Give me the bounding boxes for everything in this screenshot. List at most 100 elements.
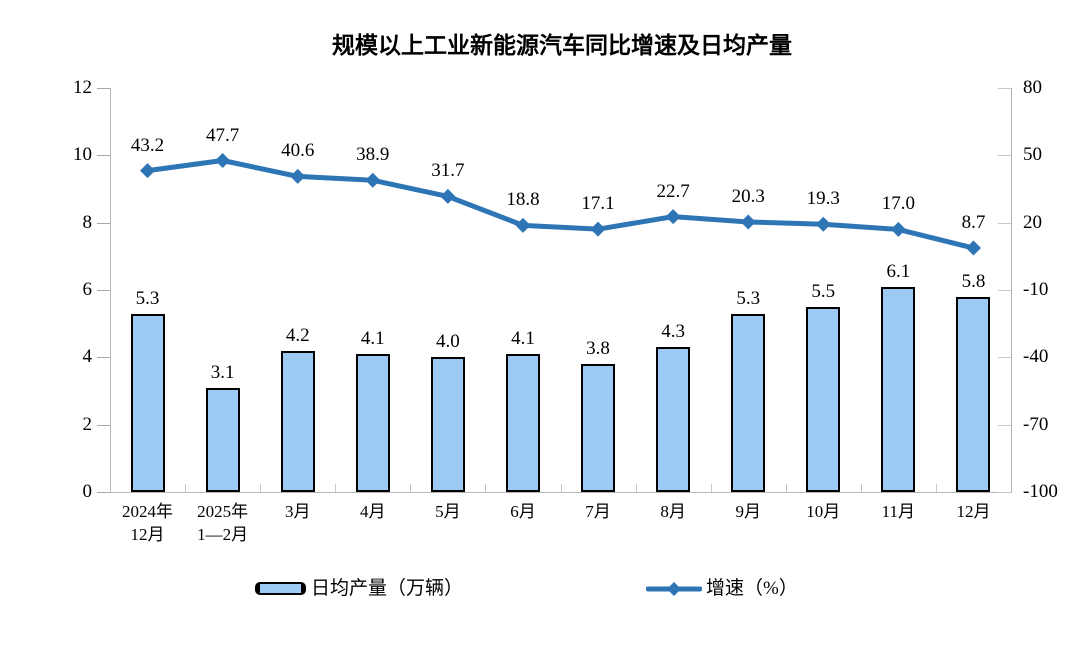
diamond-marker: [365, 172, 381, 188]
x-axis-category-label: 6月: [510, 502, 536, 521]
diamond-marker: [140, 163, 156, 179]
bar-data-label: 4.3: [661, 321, 685, 343]
bar-data-label: 4.1: [360, 327, 385, 349]
left-axis-tick: [97, 424, 110, 426]
category-boundary-tick: [260, 484, 261, 492]
legend-bar-label: 日均产量（万辆）: [311, 578, 464, 599]
left-axis-tick: [97, 290, 110, 291]
right-axis-tick: [998, 357, 1011, 359]
line-data-label: 43.2: [130, 134, 165, 156]
right-axis-tick: [998, 290, 1011, 291]
daily-output-bar: [656, 347, 691, 492]
chart-title: 规模以上工业新能源汽车同比增速及日均产量: [332, 32, 792, 58]
category-boundary-tick: [786, 484, 787, 492]
line-data-label: 40.6: [281, 140, 315, 162]
x-axis-category-label: 5月: [435, 502, 461, 521]
daily-output-bar: [205, 387, 240, 492]
daily-output-bar: [731, 313, 766, 492]
x-axis-category-label: 3月: [284, 502, 311, 521]
bar-data-label: 4.2: [285, 324, 310, 346]
daily-output-bar: [280, 350, 315, 492]
daily-output-bar: [581, 364, 616, 492]
daily-output-bar: [956, 296, 991, 492]
bar-data-label: 4.1: [511, 327, 535, 349]
left-axis-tick: [97, 155, 110, 157]
daily-output-bar: [355, 353, 390, 492]
diamond-marker: [215, 152, 231, 168]
x-axis-category-label: 8月: [660, 502, 686, 521]
bar-data-label: 5.3: [135, 287, 160, 309]
daily-output-bar: [505, 353, 540, 492]
daily-output-bar: [430, 357, 465, 492]
left-axis-tick-label: 10: [73, 144, 92, 166]
bar-data-label: 5.8: [961, 270, 986, 292]
left-axis-tick: [97, 88, 110, 89]
right-axis-line: [1011, 88, 1012, 492]
growth-rate-polyline: [147, 157, 975, 251]
left-axis-tick-label: 0: [82, 481, 93, 502]
category-boundary-tick: [561, 484, 562, 492]
right-axis-tick-label: -70: [1023, 413, 1049, 435]
x-axis-category-label: 9月: [735, 502, 761, 521]
x-axis-category-label: 2024年 12月: [122, 502, 174, 544]
bar-data-label: 3.8: [586, 338, 610, 360]
bar-data-label: 6.1: [886, 260, 911, 282]
diamond-marker: [740, 214, 756, 230]
line-data-label: 18.8: [506, 189, 540, 211]
x-axis-category-label: 4月: [360, 502, 386, 521]
line-data-label: 22.7: [656, 180, 690, 202]
right-axis-tick-label: -100: [1023, 481, 1058, 502]
diamond-marker: [665, 209, 681, 225]
right-axis-tick: [998, 492, 1011, 493]
x-axis-category-label: 12月: [956, 502, 991, 521]
bar-series-swatch: [255, 582, 306, 595]
category-boundary-tick: [636, 484, 637, 492]
diamond-marker: [890, 221, 906, 237]
x-axis-category-label: 10月: [806, 502, 841, 521]
bar-data-label: 4.0: [436, 331, 460, 353]
right-axis-tick: [998, 88, 1011, 89]
left-axis-tick-label: 2: [82, 413, 93, 435]
category-boundary-tick: [185, 484, 186, 492]
left-axis-tick: [97, 357, 110, 359]
left-axis-tick-label: 12: [73, 77, 92, 98]
diamond-marker: [965, 240, 981, 256]
bottom-axis-line: [110, 492, 1012, 493]
right-axis-tick: [998, 222, 1011, 224]
left-axis-tick-label: 8: [82, 211, 93, 233]
category-boundary-tick: [936, 484, 937, 492]
left-axis-line: [110, 88, 111, 492]
category-boundary-tick: [711, 484, 712, 492]
x-axis-category-label: 11月: [881, 502, 916, 521]
line-data-label: 31.7: [431, 160, 465, 182]
bar-data-label: 5.3: [736, 287, 761, 309]
right-axis-tick-label: 80: [1023, 77, 1042, 98]
plot-area: 5.3 3.1 4.2 4.1 4.0 4.1 3.8 4.3 5.3 5.5 6.1 5.8 43.2…: [110, 88, 1011, 492]
category-boundary-tick: [335, 484, 336, 492]
daily-output-bar: [130, 313, 165, 492]
left-axis-tick: [97, 222, 110, 224]
legend-line-label: 增速（%）: [706, 578, 798, 599]
category-boundary-tick: [485, 484, 486, 492]
growth-rate-line: [140, 152, 981, 256]
line-data-label: 17.1: [581, 193, 615, 215]
line-data-label: 19.3: [806, 188, 840, 210]
diamond-marker: [590, 221, 606, 237]
category-boundary-tick: [410, 484, 411, 492]
right-axis-tick-label: 50: [1023, 144, 1042, 166]
right-axis-tick-label: -10: [1023, 279, 1049, 300]
line-data-label: 20.3: [731, 186, 765, 207]
x-axis-category-label: 2025年 1—2月: [197, 502, 249, 544]
line-data-label: 47.7: [206, 124, 240, 146]
right-axis-tick: [998, 155, 1011, 157]
daily-output-bar: [881, 286, 916, 492]
diamond-marker: [515, 217, 531, 233]
line-series-swatch: [646, 582, 702, 596]
left-axis-tick: [97, 492, 110, 493]
diamond-marker: [440, 188, 456, 204]
category-boundary-tick: [861, 484, 862, 492]
diamond-marker: [290, 168, 306, 184]
bar-data-label: 3.1: [210, 361, 235, 383]
line-data-label: 17.0: [881, 193, 915, 215]
